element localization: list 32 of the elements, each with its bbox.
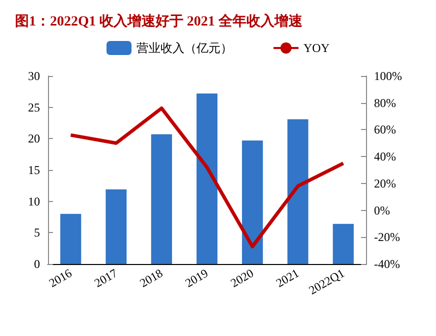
bar	[332, 224, 354, 264]
bar	[287, 119, 308, 264]
y2-tick-label: -40%	[374, 257, 400, 271]
x-tick-label: 2019	[182, 266, 211, 290]
x-tick-label: 2016	[46, 266, 74, 290]
y-tick-label: 30	[28, 69, 40, 83]
bar	[60, 214, 82, 264]
x-tick-label: 2018	[137, 266, 166, 290]
y-tick-label: 15	[28, 163, 40, 177]
x-tick-label: 2020	[228, 266, 256, 290]
y2-tick-label: -20%	[374, 230, 400, 244]
y2-tick-label: 0%	[374, 203, 390, 218]
x-tick-label: 2017	[92, 266, 120, 290]
y-tick-label: 0	[34, 257, 40, 271]
line-series	[68, 106, 346, 248]
y2-tick-label: 40%	[374, 150, 396, 164]
bar	[151, 134, 172, 264]
y-tick-label: 5	[34, 226, 40, 240]
chart-title: 图1：2022Q1 收入增速好于 2021 全年收入增速	[15, 14, 304, 30]
legend-label: YOY	[304, 41, 330, 55]
bar	[196, 94, 218, 264]
y2-tick-label: 20%	[374, 176, 396, 190]
bar	[242, 140, 263, 264]
y2-tick-label: 100%	[374, 69, 402, 83]
y2-tick-label: 60%	[374, 122, 396, 137]
legend-label: 营业收入（亿元）	[136, 41, 232, 55]
x-tick-label: 2021	[274, 266, 302, 290]
y-tick-label: 25	[28, 100, 40, 114]
y-tick-label: 10	[28, 194, 40, 208]
y-tick-label: 20	[28, 132, 40, 146]
bar	[106, 189, 127, 264]
y2-tick-label: 80%	[374, 96, 396, 110]
